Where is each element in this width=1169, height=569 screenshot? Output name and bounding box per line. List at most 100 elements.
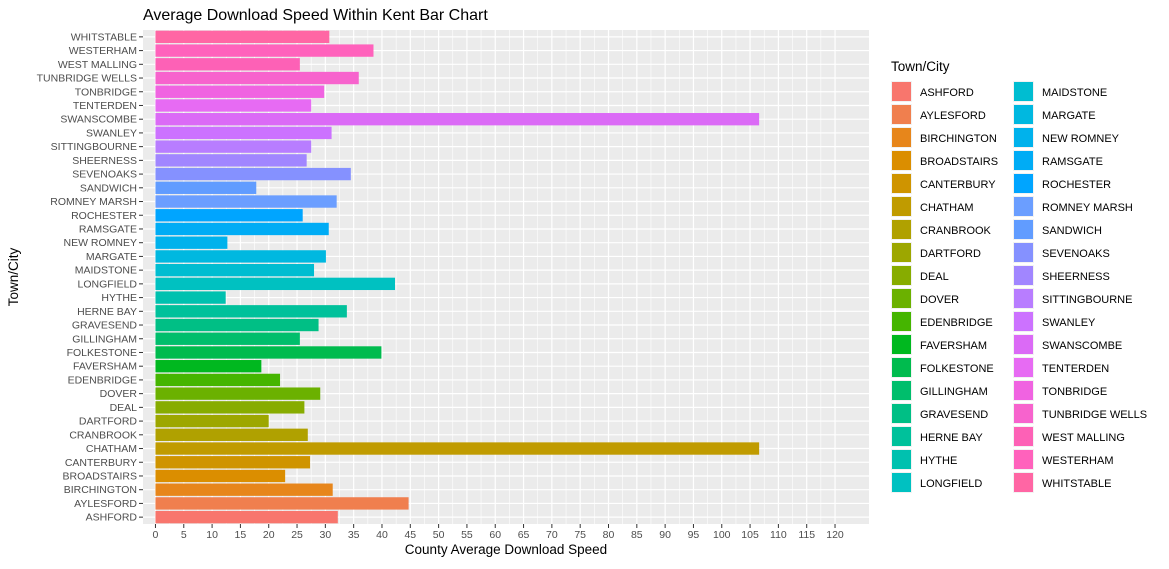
x-tick-label: 35 [348,529,360,541]
bar-sheerness [155,154,307,167]
legend-swatch-cranbrook [892,220,911,239]
legend-swatch-birchington [892,128,911,147]
x-tick-label: 0 [153,529,159,541]
y-tick-label: CHATHAM [86,443,137,455]
legend-swatch-gravesend [892,404,911,423]
y-tick-label: SANDWICH [80,182,137,194]
legend-label-gravesend: GRAVESEND [920,409,988,421]
bar-westerham [155,44,374,57]
y-tick-label: CRANBROOK [69,429,137,441]
legend-swatch-west-malling [1014,427,1033,446]
y-tick-label: HERNE BAY [77,306,137,318]
legend-label-rochester: ROCHESTER [1042,179,1111,191]
x-tick-label: 50 [433,529,445,541]
y-tick-label: SITTINGBOURNE [51,141,137,153]
legend-label-new-romney: NEW ROMNEY [1042,133,1120,145]
y-tick-label: MAIDSTONE [75,265,137,277]
legend-label-cranbrook: CRANBROOK [920,225,992,237]
x-tick-label: 10 [206,529,218,541]
bar-west-malling [155,58,300,71]
legend-swatch-margate [1014,105,1033,124]
bar-new-romney [155,236,228,249]
bar-swanley [155,126,332,140]
legend-swatch-faversham [892,335,911,354]
bar-whitstable [155,30,330,44]
x-tick-label: 80 [603,529,615,541]
legend-label-sheerness: SHEERNESS [1042,271,1110,283]
y-tick-label: CANTERBURY [65,457,137,469]
legend-label-dover: DOVER [920,294,959,306]
legend-swatch-maidstone [1014,82,1033,101]
y-tick-label: DEAL [110,402,138,414]
x-tick-label: 120 [826,529,844,541]
legend-swatch-aylesford [892,105,911,124]
y-tick-label: RAMSGATE [79,223,137,235]
x-tick-label: 90 [659,529,671,541]
y-tick-label: DARTFORD [79,416,138,428]
legend-label-birchington: BIRCHINGTON [920,133,997,145]
bar-chatham [155,442,760,455]
y-tick-label: WESTERHAM [69,45,137,57]
bar-swanscombe [155,113,760,126]
bar-ramsgate [155,222,329,236]
chart-title: Average Download Speed Within Kent Bar C… [143,7,488,24]
y-tick-label: BIRCHINGTON [64,484,137,496]
bar-dover [155,387,321,400]
bar-gillingham [155,332,300,345]
x-tick-label: 105 [741,529,759,541]
y-tick-label: GILLINGHAM [72,333,137,345]
legend-label-deal: DEAL [920,271,949,283]
legend-label-folkestone: FOLKESTONE [920,363,994,375]
legend-swatch-whitstable [1014,473,1033,492]
plot-panel [143,30,869,524]
y-tick-label: GRAVESEND [72,320,138,332]
bar-edenbridge [155,373,281,387]
legend-swatch-chatham [892,197,911,216]
bar-canterbury [155,456,311,469]
legend-swatch-dover [892,289,911,308]
x-tick-label: 20 [263,529,275,541]
legend-swatch-ashford [892,82,911,101]
legend-label-tenterden: TENTERDEN [1042,363,1109,375]
legend-label-westerham: WESTERHAM [1042,455,1114,467]
legend-label-chatham: CHATHAM [920,202,974,214]
legend-swatch-tonbridge [1014,381,1033,400]
legend-swatch-swanscombe [1014,335,1033,354]
x-tick-label: 15 [235,529,247,541]
x-tick-label: 70 [546,529,558,541]
legend-label-gillingham: GILLINGHAM [920,386,988,398]
y-tick-label: DOVER [100,388,138,400]
legend-label-hythe: HYTHE [920,455,957,467]
legend-title: Town/City [891,59,950,74]
y-tick-label: ROMNEY MARSH [50,196,137,208]
x-tick-label: 40 [376,529,388,541]
legend-label-aylesford: AYLESFORD [920,110,986,122]
y-tick-label: BROADSTAIRS [63,470,137,482]
legend-swatch-sheerness [1014,266,1033,285]
x-axis-label: County Average Download Speed [405,542,607,557]
y-tick-label: FAVERSHAM [73,361,137,373]
legend-label-canterbury: CANTERBURY [920,179,996,191]
legend-label-broadstairs: BROADSTAIRS [920,156,998,168]
y-tick-label: AYLESFORD [74,498,137,510]
y-tick-label: ASHFORD [86,512,138,524]
bar-faversham [155,360,262,373]
bar-deal [155,401,305,414]
legend-swatch-sandwich [1014,220,1033,239]
y-tick-label: TENTERDEN [73,100,137,112]
x-tick-label: 5 [181,529,187,541]
bar-tunbridge-wells [155,71,359,85]
legend-swatch-tenterden [1014,358,1033,377]
legend-label-swanley: SWANLEY [1042,317,1096,329]
y-tick-label: SEVENOAKS [72,169,137,181]
y-tick-label: MARGATE [86,251,137,263]
y-tick-label: FOLKESTONE [67,347,137,359]
legend-swatch-dartford [892,243,911,262]
legend-swatch-edenbridge [892,312,911,331]
bar-tonbridge [155,85,325,98]
legend-label-ashford: ASHFORD [920,87,974,99]
legend-label-sittingbourne: SITTINGBOURNE [1042,294,1132,306]
legend-swatch-sevenoaks [1014,243,1033,262]
legend-swatch-romney-marsh [1014,197,1033,216]
